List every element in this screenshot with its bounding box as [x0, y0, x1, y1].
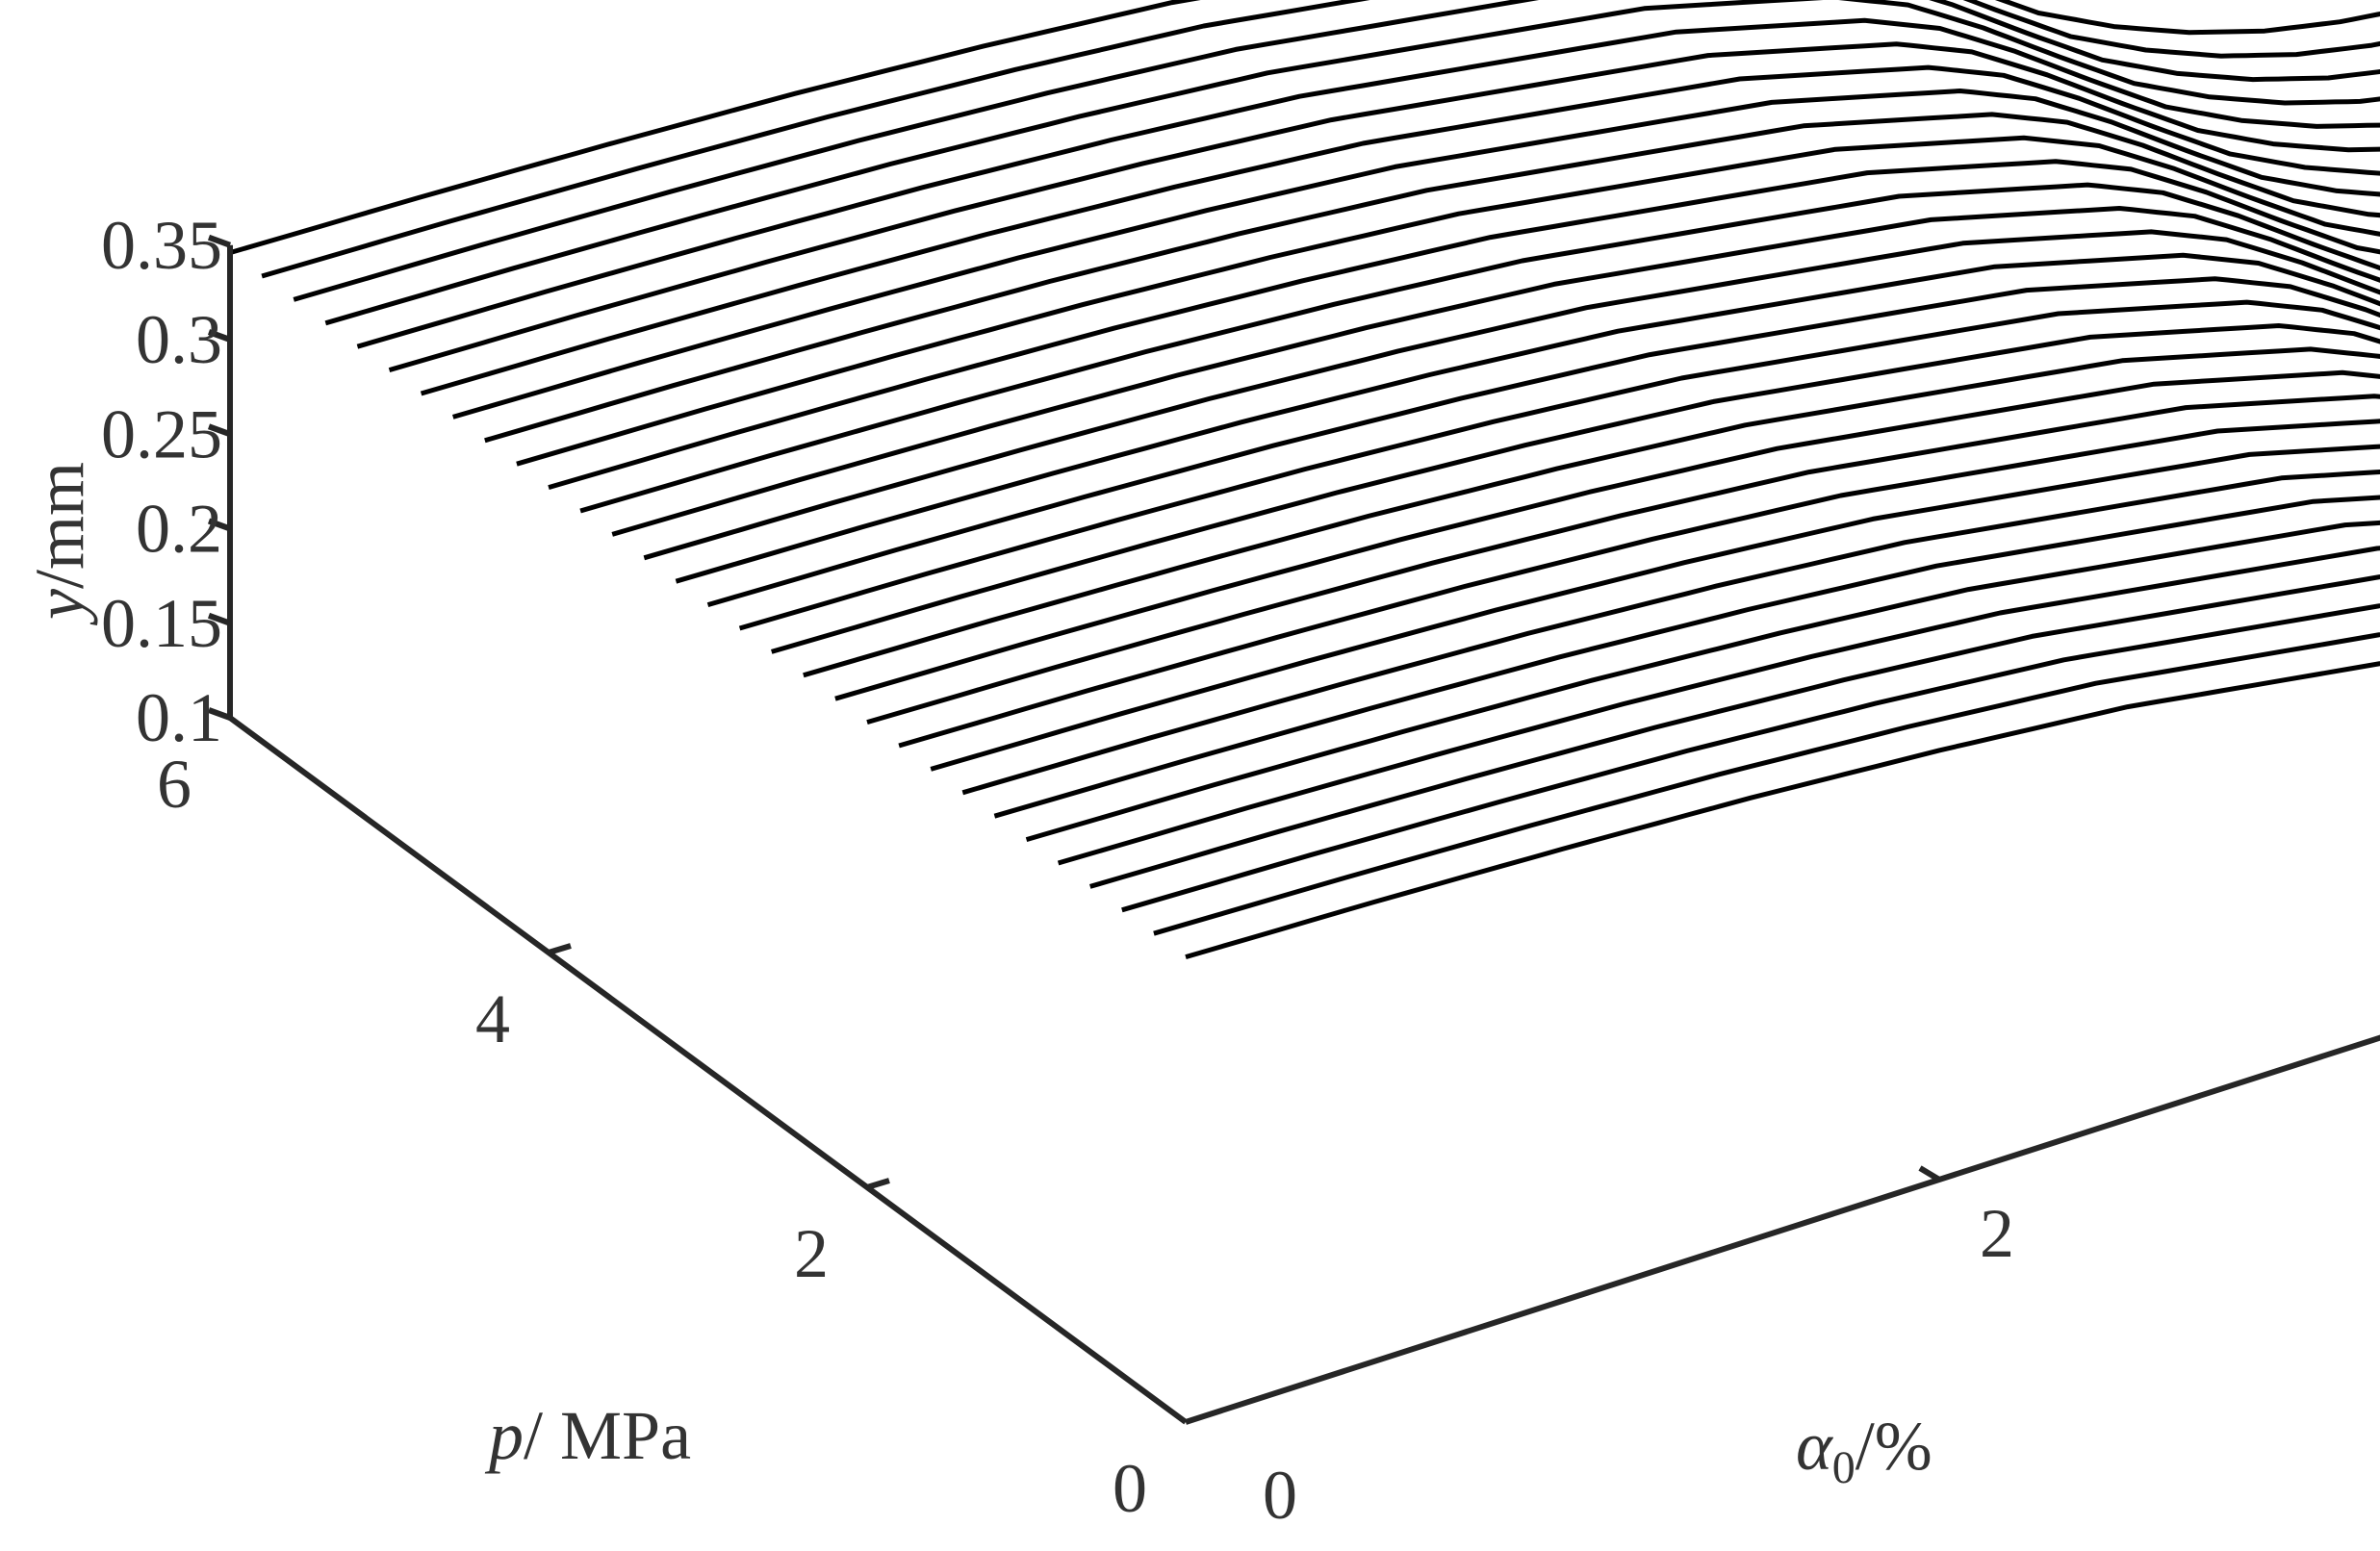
p-tick-label: 2 [794, 1215, 829, 1292]
surface-line [803, 346, 2380, 678]
surface-line [261, 0, 2380, 279]
surface-line [293, 0, 2380, 302]
alpha-axis-line [1185, 1034, 2380, 1425]
y-tick-label: 0.1 [136, 679, 222, 756]
alpha-tick-label: 0 [1263, 1457, 1297, 1534]
surface-line [930, 444, 2380, 772]
surface-line [771, 323, 2380, 654]
surface-line [388, 41, 2380, 373]
surface-line [898, 419, 2380, 749]
surface-line [738, 299, 2380, 631]
surface-line [548, 159, 2380, 491]
y-tick [207, 707, 232, 721]
surface-line [1185, 661, 2380, 960]
y-tick-label: 0.15 [101, 585, 222, 662]
surface-line [1057, 546, 2380, 866]
y-tick-label: 0.3 [136, 301, 222, 378]
surface-curves [229, 0, 2380, 960]
y-axis-label: y/mm [21, 462, 98, 626]
y-tick-label: 0.35 [101, 207, 222, 284]
surface-line [1121, 603, 2380, 913]
surface-line [706, 276, 2380, 608]
surface-line [675, 252, 2380, 584]
p-tick-label: 0 [1113, 1450, 1147, 1527]
surface-line [866, 394, 2380, 725]
p-axis-line [228, 715, 1188, 1425]
y-tick [207, 423, 232, 438]
p-tick [548, 943, 572, 955]
y-tick [207, 329, 232, 343]
surface-line [834, 369, 2380, 701]
tick-labels: 0.10.150.20.250.30.3502460246 [101, 207, 2014, 1534]
y-tick-label: 0.25 [101, 395, 222, 472]
surface-line [1025, 520, 2380, 843]
y-tick [207, 234, 232, 248]
p-tick [866, 1178, 890, 1190]
p-axis-label: p/ MPa [484, 1397, 691, 1474]
alpha-tick-label: 2 [1980, 1195, 2014, 1272]
surface-line [516, 135, 2380, 467]
surface-line [579, 182, 2380, 514]
surface-line [993, 495, 2380, 819]
surface-line [611, 206, 2380, 537]
surface-line [1089, 573, 2380, 889]
p-tick-label: 4 [475, 980, 510, 1057]
surface-line [1153, 632, 2380, 936]
axes [207, 234, 2380, 1425]
alpha-tick [1918, 1165, 1941, 1182]
y-tick [207, 518, 232, 532]
p-tick-label: 6 [157, 746, 192, 823]
surface-line [452, 89, 2380, 420]
alpha-axis-label: α0/% [1796, 1408, 1932, 1493]
y-tick [207, 612, 232, 626]
y-tick-label: 0.2 [136, 491, 222, 568]
surface-line [420, 64, 2380, 396]
surface-line [356, 17, 2380, 349]
surface-line [643, 229, 2380, 561]
surface-line [484, 112, 2380, 444]
surface-line [961, 470, 2380, 796]
surface-line [229, 0, 2380, 256]
surface-line [324, 0, 2380, 326]
